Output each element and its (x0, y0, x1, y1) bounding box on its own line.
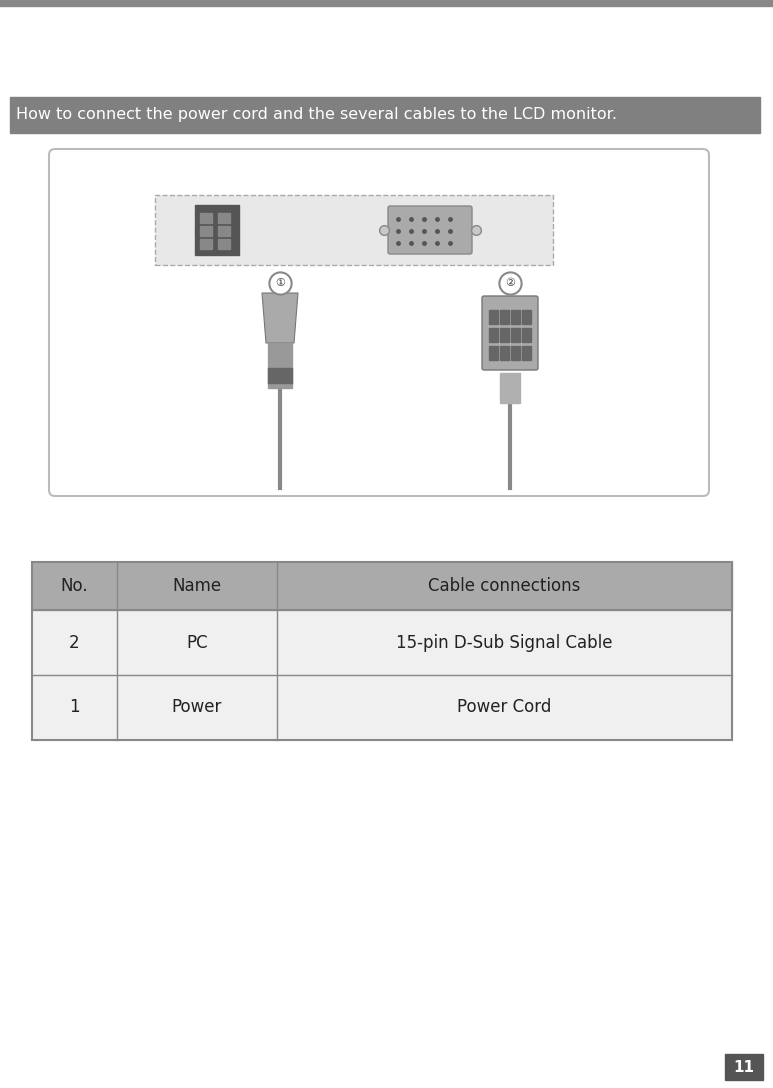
Text: PC: PC (186, 633, 208, 652)
Bar (522, 346, 531, 360)
Bar (500, 310, 509, 324)
Bar (10, 97, 760, 133)
Text: ②: ② (505, 279, 515, 288)
FancyBboxPatch shape (49, 149, 709, 496)
Bar (489, 346, 498, 360)
Text: ①: ① (275, 279, 285, 288)
Bar (218, 226, 230, 236)
Text: 11: 11 (734, 1060, 754, 1075)
Bar (725, 1054, 763, 1080)
FancyBboxPatch shape (482, 296, 538, 370)
Text: No.: No. (61, 577, 88, 595)
Bar (268, 343, 292, 388)
Text: 1: 1 (70, 698, 80, 717)
Bar (522, 310, 531, 324)
Bar (489, 327, 498, 342)
Text: How to connect the power cord and the several cables to the LCD monitor.: How to connect the power cord and the se… (16, 108, 617, 123)
FancyBboxPatch shape (388, 206, 472, 254)
Bar (218, 213, 230, 223)
Bar (32, 675, 732, 740)
Text: 2: 2 (70, 633, 80, 652)
Bar (511, 327, 520, 342)
Bar (200, 213, 212, 223)
Bar (511, 346, 520, 360)
Bar (500, 346, 509, 360)
Bar (200, 226, 212, 236)
Text: Cable connections: Cable connections (428, 577, 581, 595)
Bar (200, 239, 212, 249)
Bar (195, 205, 239, 255)
Bar (489, 310, 498, 324)
Bar (500, 373, 520, 403)
Bar (32, 562, 732, 740)
Text: Name: Name (172, 577, 222, 595)
Bar (500, 327, 509, 342)
Bar (155, 195, 553, 265)
Bar (268, 368, 292, 383)
Text: 15-pin D-Sub Signal Cable: 15-pin D-Sub Signal Cable (397, 633, 613, 652)
Polygon shape (262, 293, 298, 343)
Bar (0, 0, 773, 7)
Text: Power: Power (172, 698, 222, 717)
Bar (218, 239, 230, 249)
Bar (511, 310, 520, 324)
Bar (32, 610, 732, 675)
Bar (32, 562, 732, 610)
Bar (522, 327, 531, 342)
Text: Power Cord: Power Cord (458, 698, 552, 717)
